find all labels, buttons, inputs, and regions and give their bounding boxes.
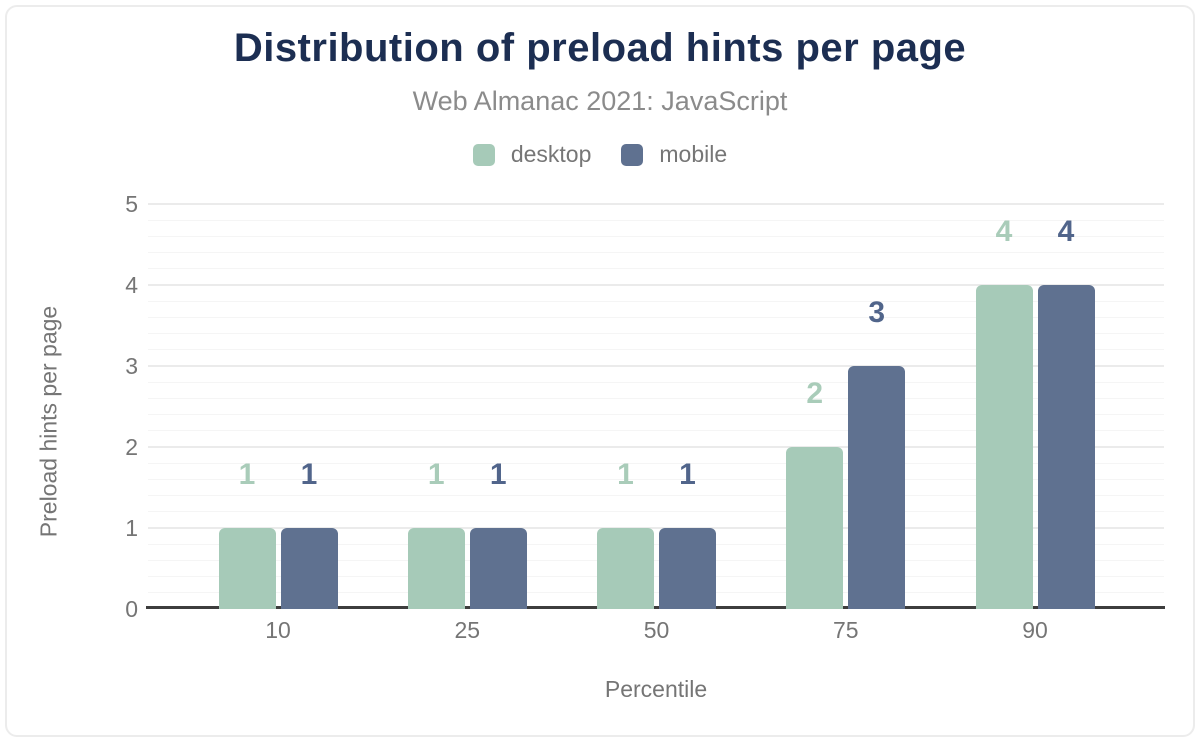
bar-value-label-desktop-p90: 4 <box>995 215 1013 248</box>
bar-value-label-mobile-p75: 3 <box>868 296 886 329</box>
bar-value-label-mobile-p10: 1 <box>300 458 318 491</box>
bar-desktop-p10 <box>218 528 276 609</box>
gridline-minor <box>148 495 1164 497</box>
chart-subtitle: Web Almanac 2021: JavaScript <box>412 86 788 116</box>
legend-label: mobile <box>659 141 728 167</box>
legend: desktop mobile <box>0 141 1200 168</box>
x-axis-tick-label: 75 <box>832 617 859 643</box>
gridline-minor <box>148 543 1164 545</box>
gridline-major <box>148 203 1164 205</box>
gridline-major <box>148 284 1164 286</box>
bar-mobile-p10 <box>280 528 338 609</box>
bar-mobile-p25 <box>469 528 527 609</box>
gridline-minor <box>148 511 1164 513</box>
bar-desktop-p25 <box>407 528 465 609</box>
bar-desktop-p75 <box>786 447 844 609</box>
bar-mobile-p75 <box>848 366 906 609</box>
bar-mobile-p90 <box>1037 285 1095 609</box>
bar-value-label-desktop-p25: 1 <box>427 458 445 491</box>
gridline-minor <box>148 381 1164 383</box>
legend-swatch-mobile <box>621 143 644 166</box>
gridline-minor <box>148 592 1164 594</box>
bar-value-label-mobile-p25: 1 <box>489 458 507 491</box>
chart-title: Distribution of preload hints per page <box>233 26 967 70</box>
gridline-minor <box>148 397 1164 399</box>
y-axis-tick-label: 1 <box>125 515 138 541</box>
bar-desktop-p90 <box>975 285 1033 609</box>
bar-mobile-p50 <box>659 528 716 609</box>
gridline-minor <box>148 333 1164 335</box>
gridline-minor <box>148 252 1164 254</box>
y-axis-tick-label: 4 <box>125 272 138 298</box>
gridline-minor <box>148 316 1164 318</box>
bar-value-label-mobile-p50: 1 <box>679 458 696 491</box>
gridline-minor <box>148 219 1164 221</box>
gridline-minor <box>148 430 1164 432</box>
legend-item-desktop[interactable]: desktop <box>472 141 592 168</box>
x-axis-title: Percentile <box>604 676 708 702</box>
x-axis-tick-label: 90 <box>1022 617 1048 643</box>
x-axis-tick-label: 50 <box>643 617 670 643</box>
y-axis-title: Preload hints per page <box>35 305 62 538</box>
gridline-major <box>148 365 1164 367</box>
bar-value-label-mobile-p90: 4 <box>1057 215 1075 248</box>
legend-label: desktop <box>510 141 592 167</box>
gridline-major <box>148 446 1164 448</box>
y-axis-tick-label: 0 <box>125 596 138 622</box>
gridline-major <box>148 527 1164 529</box>
gridline-minor <box>148 300 1164 302</box>
gridline-minor <box>148 268 1164 270</box>
legend-swatch-desktop <box>472 143 495 166</box>
gridline-minor <box>148 559 1164 561</box>
y-axis-tick-label: 2 <box>125 434 138 460</box>
gridline-minor <box>148 462 1164 464</box>
x-axis-tick-label: 10 <box>265 617 291 643</box>
legend-item-mobile[interactable]: mobile <box>621 141 727 168</box>
y-axis-tick-label: 3 <box>125 353 138 379</box>
gridline-minor <box>148 414 1164 416</box>
bar-desktop-p50 <box>597 528 654 609</box>
y-axis-tick-label: 5 <box>125 191 138 217</box>
gridline-minor <box>148 235 1164 237</box>
x-axis-tick-label: 25 <box>454 617 481 643</box>
gridline-minor <box>148 349 1164 351</box>
bar-value-label-desktop-p75: 2 <box>806 377 824 410</box>
gridline-minor <box>148 478 1164 480</box>
bar-value-label-desktop-p50: 1 <box>617 458 634 491</box>
bar-value-label-desktop-p10: 1 <box>238 458 256 491</box>
x-axis-line <box>146 606 1165 609</box>
gridline-minor <box>148 576 1164 578</box>
